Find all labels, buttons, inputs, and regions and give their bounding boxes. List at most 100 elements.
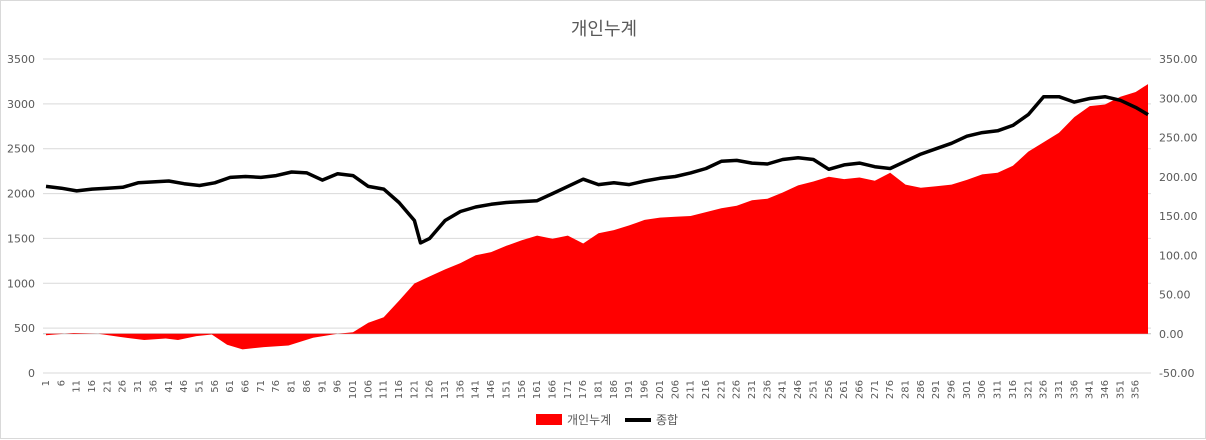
- x-tick-label: 351: [1115, 380, 1126, 399]
- line-series-composite: [45, 94, 1149, 245]
- x-tick-label: 56: [210, 380, 221, 393]
- x-tick-label: 276: [885, 380, 896, 399]
- x-tick-label: 301: [962, 380, 973, 399]
- x-tick-label: 316: [1008, 380, 1019, 399]
- x-tick-label: 81: [287, 380, 298, 393]
- x-tick-label: 176: [578, 380, 589, 399]
- x-tick-label: 186: [609, 380, 620, 399]
- x-tick-label: 216: [701, 380, 712, 399]
- right-tick-label: 50.00: [1159, 289, 1191, 302]
- x-tick-label: 76: [271, 380, 282, 393]
- legend-label-line: 종합: [656, 413, 678, 427]
- x-tick-label: 36: [148, 380, 159, 393]
- right-tick-label: -50.00: [1159, 367, 1194, 380]
- x-tick-label: 201: [655, 380, 666, 399]
- x-tick-label: 311: [993, 380, 1004, 399]
- x-tick-label: 181: [594, 380, 605, 399]
- x-tick-label: 166: [548, 380, 559, 399]
- x-tick-label: 106: [363, 380, 374, 399]
- x-tick-label: 331: [1054, 380, 1065, 399]
- x-tick-label: 21: [102, 380, 113, 393]
- x-tick-label: 116: [394, 380, 405, 399]
- right-tick-label: 100.00: [1159, 249, 1198, 262]
- x-tick-label: 291: [931, 380, 942, 399]
- left-tick-label: 500: [14, 322, 35, 335]
- right-tick-label: 300.00: [1159, 92, 1198, 105]
- x-tick-label: 221: [716, 380, 727, 399]
- x-tick-label: 86: [302, 380, 313, 393]
- left-tick-label: 2000: [7, 188, 35, 201]
- x-tick-label: 336: [1069, 380, 1080, 399]
- left-tick-label: 0: [28, 367, 35, 380]
- x-tick-label: 241: [778, 380, 789, 399]
- x-tick-label: 281: [901, 380, 912, 399]
- x-tick-label: 206: [670, 380, 681, 399]
- x-tick-label: 101: [348, 380, 359, 399]
- x-tick-label: 326: [1039, 380, 1050, 399]
- x-tick-label: 296: [947, 380, 958, 399]
- legend: 개인누계 종합: [536, 413, 678, 427]
- right-axis: -50.00 0.00 50.00 100.00 150.00 200.00 250.00 3…: [1159, 53, 1198, 380]
- x-tick-label: 96: [333, 380, 344, 393]
- x-tick-label: 246: [793, 380, 804, 399]
- x-tick-label: 256: [824, 380, 835, 399]
- x-tick-label: 121: [409, 380, 420, 399]
- x-tick-label: 211: [686, 380, 697, 399]
- x-tick-label: 131: [440, 380, 451, 399]
- x-tick-label: 26: [118, 380, 129, 393]
- x-tick-label: 286: [916, 380, 927, 399]
- x-tick-label: 321: [1023, 380, 1034, 399]
- x-tick-label: 11: [72, 380, 83, 393]
- x-tick-label: 156: [517, 380, 528, 399]
- x-axis: 1 6 11 16 21 26 31 36 41 46 51 56 61 66 71 76 81 86 91 96 10…: [41, 380, 1142, 399]
- x-tick-label: 31: [133, 380, 144, 393]
- right-tick-label: 200.00: [1159, 171, 1198, 184]
- x-tick-label: 356: [1131, 380, 1142, 399]
- legend-label-area: 개인누계: [567, 413, 611, 427]
- right-tick-label: 250.00: [1159, 132, 1198, 145]
- left-tick-label: 2500: [7, 143, 35, 156]
- right-tick-label: 0.00: [1159, 328, 1184, 341]
- x-tick-label: 136: [455, 380, 466, 399]
- line-layer: [45, 94, 1149, 245]
- x-tick-label: 161: [532, 380, 543, 399]
- left-tick-label: 3000: [7, 98, 35, 111]
- x-tick-label: 91: [317, 380, 328, 393]
- x-tick-label: 6: [56, 380, 67, 386]
- x-tick-label: 191: [624, 380, 635, 399]
- x-tick-label: 146: [486, 380, 497, 399]
- x-tick-label: 61: [225, 380, 236, 393]
- x-tick-label: 41: [164, 380, 175, 393]
- right-tick-label: 350.00: [1159, 53, 1198, 66]
- x-tick-label: 196: [640, 380, 651, 399]
- area-layer: [46, 84, 1148, 350]
- x-tick-label: 251: [808, 380, 819, 399]
- x-tick-label: 71: [256, 380, 267, 393]
- x-tick-label: 341: [1085, 380, 1096, 399]
- x-tick-label: 346: [1100, 380, 1111, 399]
- left-tick-label: 3500: [7, 53, 35, 66]
- x-tick-label: 66: [241, 380, 252, 393]
- x-tick-label: 111: [379, 380, 390, 399]
- x-tick-label: 151: [501, 380, 512, 399]
- x-tick-label: 126: [425, 380, 436, 399]
- x-tick-label: 51: [195, 380, 206, 393]
- x-tick-label: 171: [563, 380, 574, 399]
- x-tick-label: 1: [41, 380, 52, 386]
- legend-swatch-area: [536, 414, 562, 425]
- right-tick-label: 150.00: [1159, 210, 1198, 223]
- x-tick-label: 306: [977, 380, 988, 399]
- x-tick-label: 266: [855, 380, 866, 399]
- x-tick-label: 271: [870, 380, 881, 399]
- chart-title: 개인누계: [571, 19, 637, 40]
- x-tick-label: 226: [732, 380, 743, 399]
- x-tick-label: 16: [87, 380, 98, 393]
- left-axis: 0 500 1000 1500 2000 2500 3000 3500: [7, 53, 35, 380]
- left-tick-label: 1500: [7, 232, 35, 245]
- x-tick-label: 236: [762, 380, 773, 399]
- x-tick-label: 261: [839, 380, 850, 399]
- x-tick-label: 46: [179, 380, 190, 393]
- left-tick-label: 1000: [7, 277, 35, 290]
